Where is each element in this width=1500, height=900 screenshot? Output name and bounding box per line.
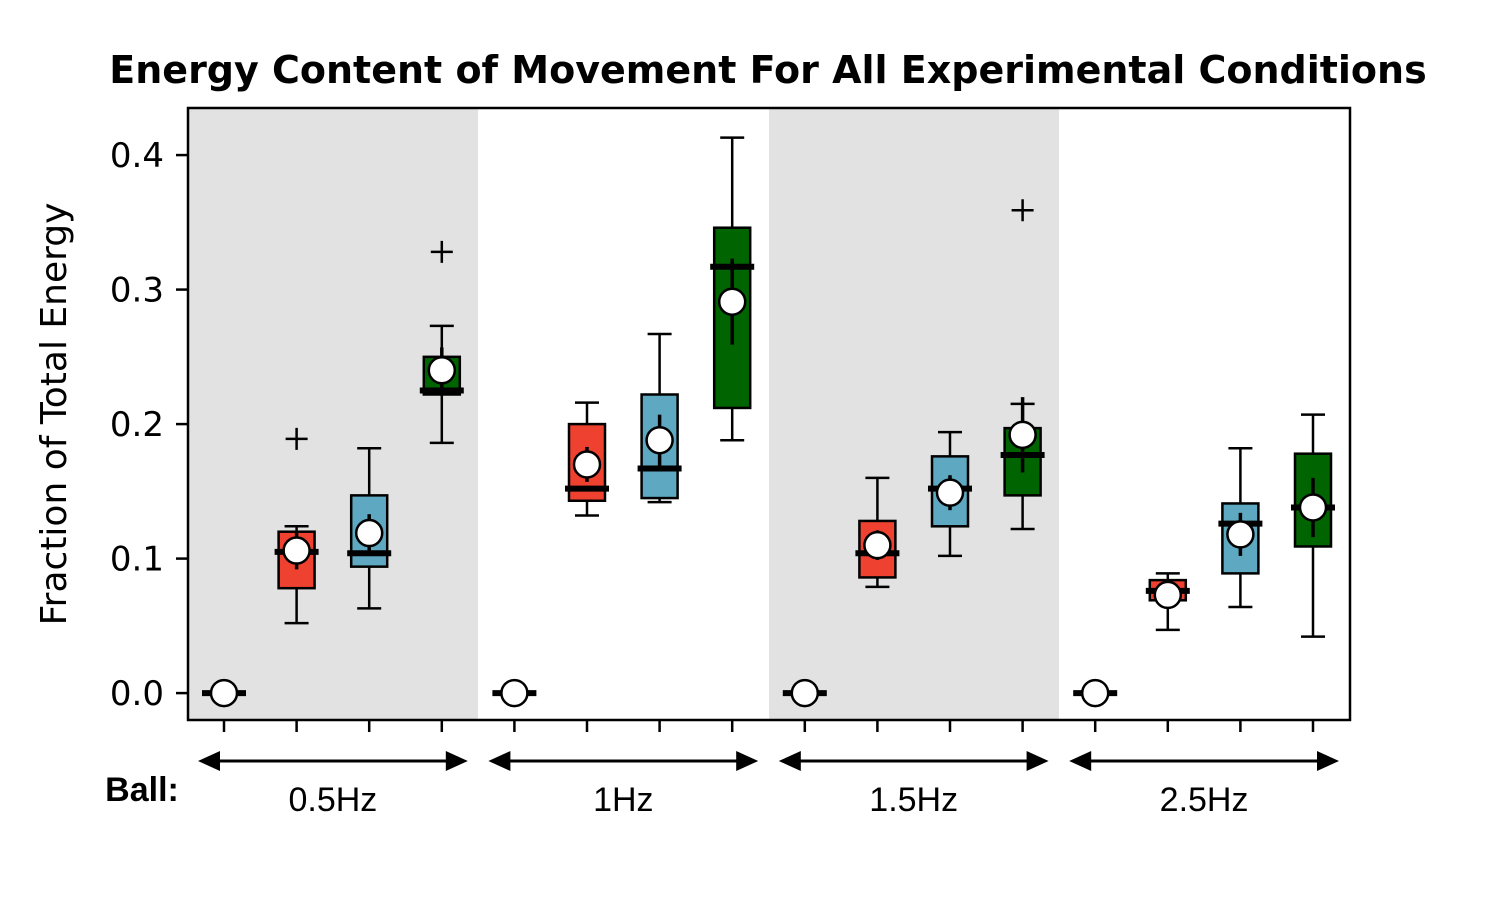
group-shade (769, 108, 1059, 720)
mean-marker (572, 450, 602, 479)
box-2.5Hz-condition-3 (1218, 447, 1263, 609)
box-0.5Hz-condition-3 (347, 447, 392, 610)
mean-marker (500, 678, 529, 708)
group-shading (188, 108, 1059, 720)
mean-marker (1080, 678, 1110, 708)
box-2.5Hz-condition-4 (1291, 413, 1335, 638)
mean-marker (1298, 493, 1328, 522)
box-1Hz-condition-1 (492, 678, 537, 708)
box-1.5Hz-condition-3 (928, 430, 972, 558)
plot-frame (186, 106, 1352, 722)
outlier-marker (285, 427, 308, 450)
chart-title: Energy Content of Movement For All Exper… (109, 48, 1426, 92)
outlier-marker (1011, 199, 1034, 222)
box-0.5Hz-condition-4 (419, 240, 464, 445)
group-label: 2.5Hz (1160, 781, 1249, 819)
group-arrow-right-head (736, 751, 759, 771)
mean-marker (717, 287, 747, 316)
mean-marker (282, 536, 311, 565)
group-arrow-right-head (1026, 751, 1049, 771)
y-tick-label: 0.2 (110, 405, 164, 445)
box-1.5Hz-condition-4 (1000, 199, 1045, 531)
box-0.5Hz-condition-2 (274, 427, 319, 625)
x-axis-ticks (222, 720, 1315, 732)
y-tick-label: 0.0 (110, 674, 164, 714)
mean-marker (427, 356, 457, 385)
mean-marker (1226, 520, 1255, 549)
box-2.5Hz-condition-1 (1073, 678, 1118, 708)
y-tick-label: 0.3 (110, 271, 164, 311)
group-arrow-right-head (1317, 751, 1339, 771)
mean-marker (935, 478, 965, 507)
mean-marker (790, 678, 820, 708)
group-arrow-left-head (198, 751, 220, 771)
group-arrow-left-head (1069, 751, 1092, 771)
y-tick-label: 0.4 (110, 136, 164, 176)
mean-marker (209, 678, 239, 708)
mean-marker (1153, 580, 1183, 610)
box-1Hz-condition-2 (565, 401, 609, 517)
group-arrow-right-head (445, 751, 468, 771)
group-axis-label: Ball: (105, 771, 179, 809)
box-0.5Hz-condition-1 (202, 678, 246, 708)
mean-marker (863, 530, 892, 560)
box-series (202, 136, 1335, 708)
mean-marker (645, 425, 674, 455)
box-1Hz-condition-4 (710, 136, 755, 442)
group-annotations: 0.5Hz 1Hz 1.5Hz 2.5Hz (198, 751, 1339, 819)
mean-marker (354, 518, 384, 548)
y-tick-label: 0.1 (110, 540, 164, 580)
group-arrow-left-head (778, 751, 801, 771)
y-axis-label: Fraction of Total Energy (34, 203, 75, 626)
mean-marker (1008, 420, 1037, 450)
group-label: 1Hz (593, 781, 653, 819)
outlier-marker (430, 240, 453, 263)
box-1.5Hz-condition-2 (855, 476, 900, 589)
y-axis: 0.0 0.1 0.2 0.3 0.4 (110, 136, 188, 714)
group-label: 1.5Hz (869, 781, 958, 819)
group-arrow-left-head (488, 751, 511, 771)
box-1.5Hz-condition-1 (782, 678, 827, 708)
box-2.5Hz-condition-2 (1145, 572, 1190, 632)
group-shade (188, 108, 478, 720)
group-label: 0.5Hz (288, 781, 377, 819)
box-1Hz-condition-3 (637, 332, 682, 504)
